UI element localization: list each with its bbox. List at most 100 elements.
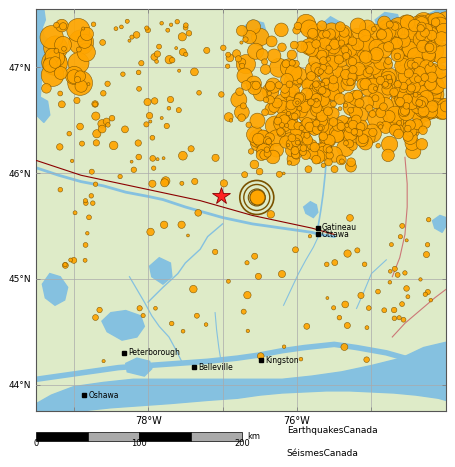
Point [67, 256, 74, 264]
Polygon shape [102, 311, 144, 340]
Point [420, 67, 427, 75]
Point [156, 43, 163, 50]
Point [417, 276, 424, 283]
Point [260, 147, 268, 155]
Point [329, 76, 337, 84]
Point [175, 106, 182, 114]
Point [256, 139, 263, 146]
Text: Kingston: Kingston [265, 356, 298, 365]
Point [163, 122, 171, 130]
Point [356, 129, 363, 136]
Point [238, 62, 246, 70]
Point [337, 55, 344, 62]
Point [82, 241, 89, 249]
Point [398, 97, 405, 104]
Point [313, 126, 321, 134]
Point [279, 104, 286, 111]
Point [381, 31, 388, 39]
Point [349, 66, 357, 73]
Point [178, 180, 186, 187]
Point [391, 265, 399, 273]
Point [225, 113, 233, 121]
Point [415, 21, 422, 29]
Point [228, 117, 235, 124]
Point [294, 99, 301, 106]
Point [421, 74, 428, 81]
Point [347, 123, 354, 131]
Point [330, 304, 337, 311]
Point [289, 96, 297, 103]
Polygon shape [36, 9, 46, 27]
Point [362, 80, 369, 88]
Point [294, 22, 302, 30]
Point [262, 145, 269, 153]
Point [407, 134, 414, 142]
Point [386, 141, 393, 148]
Point [394, 51, 401, 59]
Point [323, 89, 330, 97]
Point [364, 99, 371, 106]
Point [398, 96, 405, 104]
Point [278, 115, 286, 122]
Point [158, 20, 165, 27]
Point [187, 145, 195, 153]
Point [330, 66, 337, 74]
Point [428, 108, 435, 115]
Point [338, 158, 345, 165]
Point [330, 118, 337, 126]
Point [334, 132, 341, 139]
Point [437, 68, 444, 75]
Point [404, 125, 411, 132]
Point [244, 291, 251, 299]
Point [417, 32, 425, 39]
Point [403, 21, 410, 28]
Point [112, 25, 120, 32]
Point [404, 95, 411, 103]
Point [389, 27, 397, 34]
Point [408, 60, 415, 68]
Point [374, 114, 381, 122]
Point [225, 277, 232, 285]
Point [75, 59, 82, 67]
Point [149, 134, 156, 142]
Point [442, 18, 449, 26]
Point [242, 36, 249, 43]
Point [314, 83, 322, 91]
Point [51, 59, 59, 66]
Point [408, 84, 415, 92]
Polygon shape [36, 97, 50, 122]
Point [317, 68, 324, 75]
Point [288, 141, 295, 148]
Point [303, 20, 310, 28]
Point [313, 94, 320, 102]
Point [304, 110, 311, 117]
Point [282, 90, 289, 97]
Point [56, 90, 64, 97]
Point [161, 179, 168, 186]
Point [81, 256, 89, 264]
Point [356, 111, 364, 119]
Point [429, 103, 436, 110]
Point [91, 101, 99, 108]
Point [267, 82, 274, 90]
Point [290, 138, 297, 145]
Point [344, 50, 351, 57]
Point [133, 31, 140, 39]
Point [377, 77, 384, 84]
Point [71, 73, 78, 80]
Point [420, 127, 427, 134]
Point [418, 23, 425, 30]
Point [418, 141, 425, 148]
Point [419, 105, 426, 113]
Point [379, 88, 387, 96]
Point [399, 85, 407, 92]
Point [338, 51, 345, 59]
Point [384, 85, 391, 93]
Point [303, 119, 311, 127]
Point [104, 121, 111, 128]
Point [355, 65, 363, 73]
Point [128, 33, 136, 41]
Polygon shape [36, 342, 446, 411]
Point [241, 72, 248, 79]
Point [415, 102, 422, 110]
